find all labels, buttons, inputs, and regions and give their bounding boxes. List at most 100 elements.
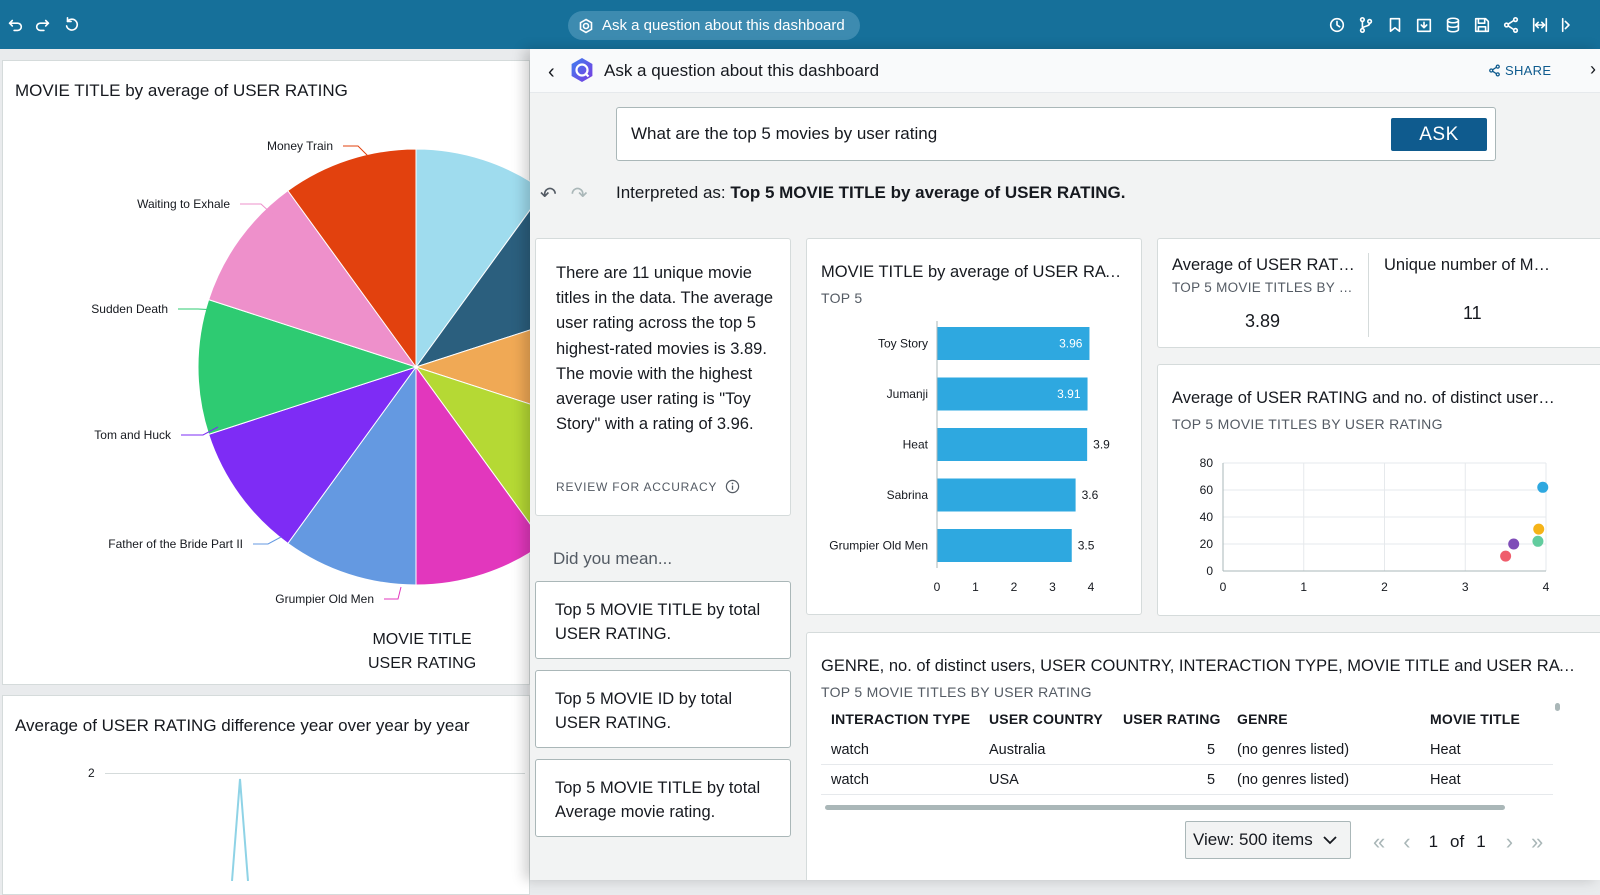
interpretation-value: Top 5 MOVIE TITLE by average of USER RAT… — [730, 183, 1126, 202]
table-cell: Heat — [1430, 742, 1461, 758]
pie-leader-line — [178, 308, 219, 311]
scatter-point[interactable] — [1508, 538, 1520, 550]
download-icon[interactable] — [1413, 14, 1435, 36]
back-chevron-icon[interactable]: ‹ — [548, 61, 555, 83]
kpi-card[interactable]: Average of USER RAT… TOP 5 MOVIE TITLES … — [1157, 238, 1600, 348]
q-hexagon-icon — [579, 18, 593, 33]
x-tick-label: 4 — [1088, 580, 1095, 594]
y-tick-label: 80 — [1200, 456, 1214, 470]
column-header[interactable]: GENRE — [1237, 711, 1288, 727]
bar[interactable] — [937, 377, 1088, 411]
pie-slice[interactable] — [414, 300, 531, 435]
pie-slice[interactable] — [208, 189, 418, 368]
pie-slice[interactable] — [415, 148, 531, 369]
column-header[interactable]: MOVIE TITLE — [1430, 711, 1521, 727]
redo-icon[interactable]: ↷ — [570, 184, 588, 206]
kpi-average-value: 3.89 — [1245, 311, 1281, 331]
column-header[interactable]: USER COUNTRY — [989, 711, 1103, 727]
table-subtitle: TOP 5 MOVIE TITLES BY USER RATING — [821, 684, 1092, 700]
suggestion-item[interactable]: Top 5 MOVIE TITLE by total Average movie… — [535, 759, 791, 837]
did-you-mean-heading: Did you mean... — [553, 549, 673, 568]
page-total: 1 — [1476, 832, 1486, 851]
column-header[interactable]: USER RATING — [1123, 711, 1221, 727]
ask-button[interactable]: ASK — [1391, 118, 1487, 151]
pie-slice[interactable] — [415, 365, 531, 586]
suggestion-item[interactable]: Top 5 MOVIE ID by total USER RATING. — [535, 670, 791, 748]
scatter-point[interactable] — [1532, 535, 1544, 547]
table-cell: (no genres listed) — [1237, 742, 1350, 758]
x-tick-label: 4 — [1543, 580, 1550, 594]
question-history: ↶ ↷ — [540, 182, 588, 207]
pie-slice-label: Waiting to Exhale — [137, 197, 230, 211]
save-icon[interactable] — [1471, 14, 1493, 36]
share-icon[interactable] — [1500, 14, 1522, 36]
share-icon — [1489, 64, 1500, 77]
column-header[interactable]: INTERACTION TYPE — [831, 711, 971, 727]
pie-slice[interactable] — [287, 148, 417, 369]
branch-icon[interactable] — [1355, 14, 1377, 36]
database-icon[interactable] — [1442, 14, 1464, 36]
bar-category-label: Heat — [903, 438, 929, 452]
pie-chart: Money Train Waiting to Exhale Sudden Death… — [91, 139, 531, 606]
pie-slice[interactable] — [414, 366, 531, 543]
bar-chart-card[interactable]: MOVIE TITLE by average of USER RAT… TOP … — [806, 238, 1142, 615]
panel-title: Ask a question about this dashboard — [604, 61, 880, 80]
gridline — [105, 773, 525, 774]
close-icon[interactable]: › — [1590, 59, 1596, 79]
x-tick-label: 2 — [1011, 580, 1018, 594]
bar-value-label: 3.96 — [1059, 337, 1083, 351]
fit-width-icon[interactable] — [1529, 14, 1551, 36]
panel-header: ‹ Ask a question about this dashboard SH… — [530, 49, 1600, 93]
pie-chart-title: MOVIE TITLE by average of USER RATING — [15, 81, 348, 100]
line-chart-title: Average of USER RATING difference year o… — [15, 716, 470, 735]
first-page-icon[interactable]: « — [1373, 829, 1386, 854]
bar[interactable] — [937, 478, 1076, 512]
pie-slice-label: Money Train — [267, 139, 333, 153]
pie-chart-card[interactable]: MOVIE TITLE by average of USER RATING Mo… — [2, 60, 531, 685]
pie-slice[interactable] — [197, 299, 418, 435]
scatter-point[interactable] — [1500, 550, 1512, 562]
kpi-unique-title: Unique number of M… — [1384, 256, 1550, 274]
info-icon — [726, 479, 740, 494]
pie-legend-value-label: USER RATING — [368, 655, 477, 672]
pie-slice[interactable] — [287, 365, 417, 586]
horizontal-scrollbar[interactable] — [825, 805, 1505, 810]
line-chart-card[interactable]: Average of USER RATING difference year o… — [2, 695, 530, 895]
redo-icon[interactable] — [32, 14, 54, 36]
table-card[interactable]: GENRE, no. of distinct users, USER COUNT… — [806, 632, 1600, 880]
bar[interactable] — [937, 327, 1090, 360]
bookmark-icon[interactable] — [1384, 14, 1406, 36]
last-page-icon[interactable]: » — [1531, 829, 1544, 854]
scatter-point[interactable] — [1533, 523, 1545, 535]
question-input[interactable] — [631, 120, 1371, 148]
next-page-icon[interactable]: › — [1505, 829, 1514, 854]
suggestion-item[interactable]: Top 5 MOVIE TITLE by total USER RATING. — [535, 581, 791, 659]
review-for-accuracy[interactable]: REVIEW FOR ACCURACY — [556, 479, 740, 494]
top-toolbar: Ask a question about this dashboard — [0, 0, 1600, 49]
undo-icon[interactable]: ↶ — [540, 184, 557, 206]
scatter-chart-card[interactable]: Average of USER RATING and no. of distin… — [1157, 364, 1600, 616]
ask-question-label: Ask a question about this dashboard — [602, 17, 845, 34]
expand-icon[interactable] — [1558, 14, 1580, 36]
pie-slice[interactable] — [208, 366, 418, 545]
pagination: « ‹ 1 of 1 › » — [1373, 829, 1543, 855]
current-page[interactable]: 1 — [1428, 832, 1439, 851]
clock-icon[interactable] — [1326, 14, 1348, 36]
bar-value-label: 3.5 — [1078, 539, 1095, 553]
scatter-point[interactable] — [1537, 481, 1549, 493]
vertical-scrollbar[interactable] — [1555, 703, 1560, 711]
page-size-select[interactable]: View: 500 items — [1185, 821, 1351, 859]
prev-page-icon[interactable]: ‹ — [1403, 829, 1411, 854]
row-divider — [821, 794, 1553, 795]
bar[interactable] — [937, 529, 1072, 562]
dashboard-canvas: MOVIE TITLE by average of USER RATING Mo… — [0, 49, 531, 895]
undo-icon[interactable] — [4, 14, 26, 36]
pie-leader-line — [181, 426, 219, 436]
bar[interactable] — [937, 428, 1088, 461]
pie-slice[interactable] — [414, 191, 531, 368]
share-button[interactable]: SHARE — [1488, 63, 1551, 78]
x-tick-label: 1 — [972, 580, 979, 594]
pie-leader-line — [253, 536, 282, 545]
ask-question-button[interactable]: Ask a question about this dashboard — [568, 11, 860, 40]
reset-icon[interactable] — [61, 14, 83, 36]
